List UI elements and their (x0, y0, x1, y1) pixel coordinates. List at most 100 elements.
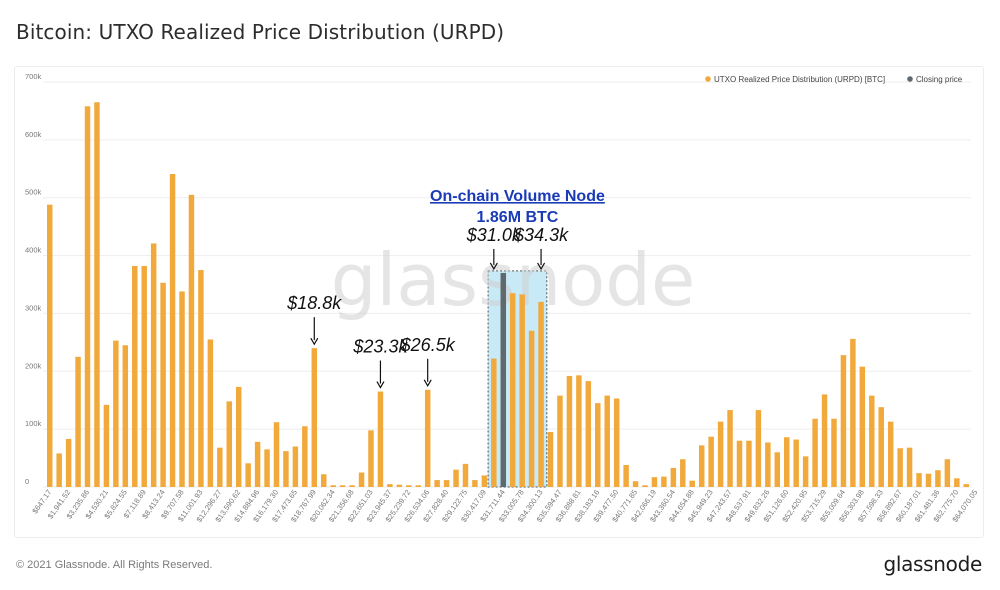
urpd-bar (339, 485, 346, 487)
urpd-bar (613, 398, 620, 487)
urpd-bar (595, 403, 601, 487)
urpd-bar (273, 422, 280, 487)
y-tick-label: 600k (25, 130, 42, 139)
y-tick-label: 700k (25, 72, 42, 81)
y-tick-label: 200k (25, 361, 42, 370)
urpd-bar (424, 389, 431, 487)
urpd-bar (954, 478, 960, 487)
urpd-bar (330, 485, 336, 487)
urpd-bar (349, 485, 355, 487)
glassnode-logo: glassnode (883, 552, 982, 576)
urpd-bar (557, 395, 563, 487)
urpd-bar (680, 459, 686, 487)
urpd-bar (415, 485, 421, 487)
y-tick-label: 0 (25, 477, 29, 486)
urpd-bar (368, 430, 374, 487)
urpd-bar (56, 453, 62, 487)
urpd-bar (406, 485, 412, 487)
urpd-bar (897, 448, 903, 487)
page-title: Bitcoin: UTXO Realized Price Distributio… (16, 20, 505, 44)
urpd-bar (169, 173, 176, 487)
urpd-bar (585, 381, 592, 487)
price-arrow-head (489, 262, 498, 271)
legend-label-urpd: UTXO Realized Price Distribution (URPD) … (714, 75, 885, 84)
urpd-bar (46, 204, 53, 487)
urpd-bar (717, 421, 724, 487)
urpd-bar (264, 449, 270, 487)
y-tick-label: 500k (25, 188, 42, 197)
urpd-bar (727, 410, 733, 487)
y-tick-label: 400k (25, 246, 42, 255)
urpd-bar (793, 439, 799, 487)
urpd-bar (472, 480, 478, 487)
urpd-bar (925, 473, 932, 487)
price-arrow-head (310, 337, 319, 346)
price-annotation: $18.8k (286, 293, 342, 313)
urpd-bar (292, 446, 299, 487)
urpd-bar (821, 394, 828, 487)
urpd-bar (632, 481, 639, 487)
legend-label-closing: Closing price (916, 75, 963, 84)
urpd-bar (831, 418, 837, 487)
urpd-bar (774, 452, 781, 487)
urpd-bar (122, 345, 129, 487)
urpd-bar (604, 395, 610, 487)
urpd-bar (377, 391, 384, 487)
legend-swatch-closing (907, 76, 913, 82)
price-arrow-head (537, 262, 546, 271)
urpd-bar (576, 375, 582, 487)
urpd-bar (462, 463, 469, 487)
legend-swatch-urpd (705, 76, 711, 82)
urpd-bar (661, 476, 667, 487)
volume-node-amount: 1.86M BTC (477, 209, 559, 226)
urpd-bar (321, 474, 327, 487)
urpd-bar (160, 282, 166, 487)
urpd-bar (94, 102, 100, 487)
urpd-bar (509, 293, 516, 487)
urpd-bar (963, 484, 970, 487)
urpd-bar (859, 366, 866, 487)
urpd-bar (491, 358, 497, 487)
urpd-bar (226, 401, 232, 487)
urpd-bar (642, 485, 648, 487)
urpd-bar (84, 106, 91, 488)
urpd-bar (528, 330, 535, 487)
price-annotation: $31.0k (466, 225, 522, 245)
urpd-bar (812, 418, 818, 487)
volume-node-title: On-chain Volume Node (430, 188, 605, 205)
urpd-chart: 0100k200k300k400k500k600k700kglassnode$6… (25, 72, 979, 524)
urpd-bar (670, 467, 677, 487)
urpd-bar (179, 291, 185, 487)
y-tick-label: 300k (25, 303, 42, 312)
urpd-bar (736, 440, 743, 487)
urpd-bar (207, 339, 214, 487)
urpd-bar (944, 459, 951, 487)
urpd-bar (916, 473, 922, 487)
price-arrow-head (376, 381, 385, 389)
urpd-bar (547, 432, 554, 487)
urpd-bar (65, 438, 72, 487)
urpd-bar (245, 463, 251, 487)
urpd-bar (878, 407, 884, 487)
urpd-bar (188, 194, 195, 488)
urpd-bar (75, 356, 81, 487)
urpd-bar (689, 480, 695, 487)
urpd-bar (566, 375, 573, 487)
price-annotation: $23.3k (352, 337, 408, 357)
copyright-text: © 2021 Glassnode. All Rights Reserved. (16, 559, 213, 571)
price-annotation: $34.3k (513, 225, 569, 245)
price-annotation: $26.5k (400, 335, 456, 355)
urpd-bar (481, 475, 488, 487)
urpd-bar (746, 440, 752, 487)
y-tick-label: 100k (25, 419, 42, 428)
urpd-bar (235, 386, 242, 487)
urpd-bar (887, 421, 894, 487)
closing-price-bar (500, 272, 507, 487)
urpd-bar (651, 477, 658, 487)
urpd-bar (302, 426, 308, 487)
urpd-bar (850, 338, 856, 487)
urpd-bar (283, 451, 289, 487)
urpd-bar (453, 469, 459, 487)
urpd-bar (103, 404, 110, 487)
urpd-bar (311, 348, 318, 487)
